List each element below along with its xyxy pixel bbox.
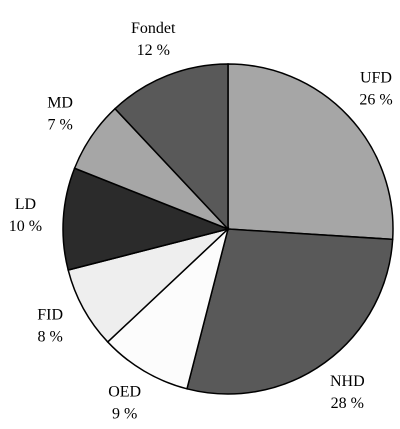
slice-label: NHD bbox=[330, 373, 365, 390]
value-label: 12 % bbox=[137, 42, 170, 59]
value-label: 7 % bbox=[47, 117, 72, 134]
value-label: 28 % bbox=[331, 395, 364, 412]
pie-slice bbox=[186, 228, 394, 395]
value-label: 26 % bbox=[359, 92, 392, 109]
slice-label: UFD bbox=[360, 70, 392, 87]
value-label: 8 % bbox=[37, 328, 62, 345]
pie-slice bbox=[62, 167, 231, 271]
value-label: 9 % bbox=[112, 405, 137, 422]
pie-slice bbox=[113, 63, 229, 231]
slice-label: OED bbox=[108, 383, 141, 400]
slice-label: FID bbox=[37, 306, 63, 323]
slice-label: LD bbox=[15, 196, 36, 213]
pie-slice bbox=[227, 63, 394, 241]
slice-label: MD bbox=[47, 95, 73, 112]
slice-label: Fondet bbox=[131, 20, 176, 37]
pie-slice bbox=[106, 226, 230, 390]
value-label: 10 % bbox=[9, 218, 42, 235]
